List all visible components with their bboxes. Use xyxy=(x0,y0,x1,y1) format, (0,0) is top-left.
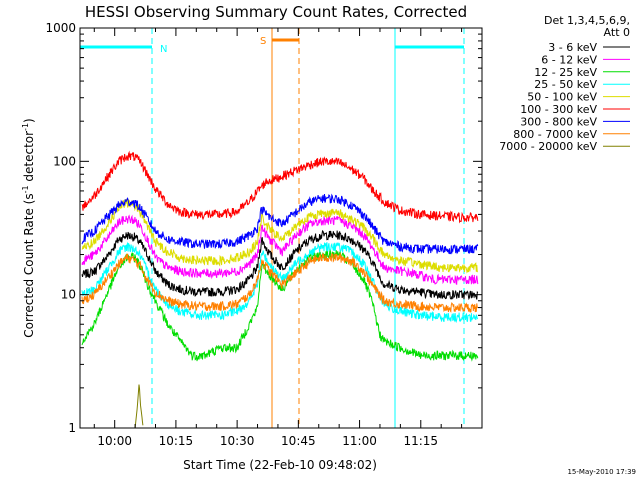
y-tick-label: 1000 xyxy=(45,21,76,35)
series-line-6 xyxy=(81,150,479,224)
series-line-2 xyxy=(81,214,479,286)
x-axis-label: Start Time (22-Feb-10 09:48:02) xyxy=(183,458,377,472)
y-axis-label: Corrected Count Rate (s-1 detector-1) xyxy=(21,118,36,337)
x-tick-label: 10:15 xyxy=(159,434,194,448)
legend-label: 7000 - 20000 keV xyxy=(499,140,597,153)
series-line-4 xyxy=(81,241,479,323)
legend-label: 100 - 300 keV xyxy=(520,103,597,116)
legend-label: 6 - 12 keV xyxy=(541,53,597,66)
legend-label: 25 - 50 keV xyxy=(534,78,597,91)
series-line-3 xyxy=(81,249,479,362)
series-line-9 xyxy=(134,384,144,428)
series-layer xyxy=(81,150,479,428)
x-tick-label: 10:30 xyxy=(220,434,255,448)
series-line-8 xyxy=(81,251,479,313)
y-tick-label: 100 xyxy=(53,154,76,168)
x-tick-label: 11:00 xyxy=(342,434,377,448)
x-tick-label: 11:15 xyxy=(403,434,438,448)
chart-title: HESSI Observing Summary Count Rates, Cor… xyxy=(85,3,467,21)
series-line-1 xyxy=(81,229,479,301)
y-tick-label: 1 xyxy=(68,421,76,435)
legend-label: 12 - 25 keV xyxy=(534,66,597,79)
legend-header-line-1: Det 1,3,4,5,6,9, xyxy=(544,14,630,27)
legend-label: 50 - 100 keV xyxy=(527,91,597,104)
x-axis: 10:00 10:15 10:30 10:45 11:00 11:15 xyxy=(93,28,463,448)
legend-label: 300 - 800 keV xyxy=(520,115,597,128)
x-tick-label: 10:00 xyxy=(97,434,132,448)
legend-label: 800 - 7000 keV xyxy=(513,128,597,141)
series-line-5 xyxy=(81,198,478,274)
night-flag-label: N xyxy=(160,44,167,55)
legend-label: 3 - 6 keV xyxy=(548,41,597,54)
plot-frame xyxy=(79,27,483,429)
legend-header-line-2: Att 0 xyxy=(604,26,630,39)
series-line-7 xyxy=(81,193,479,255)
x-tick-label: 10:45 xyxy=(281,434,316,448)
saa-flag-label: S xyxy=(260,36,266,47)
y-axis: 1 10 100 1000 xyxy=(45,21,482,435)
y-tick-label: 10 xyxy=(61,288,76,302)
footer-date: 15-May-2010 17:39 xyxy=(567,468,636,476)
